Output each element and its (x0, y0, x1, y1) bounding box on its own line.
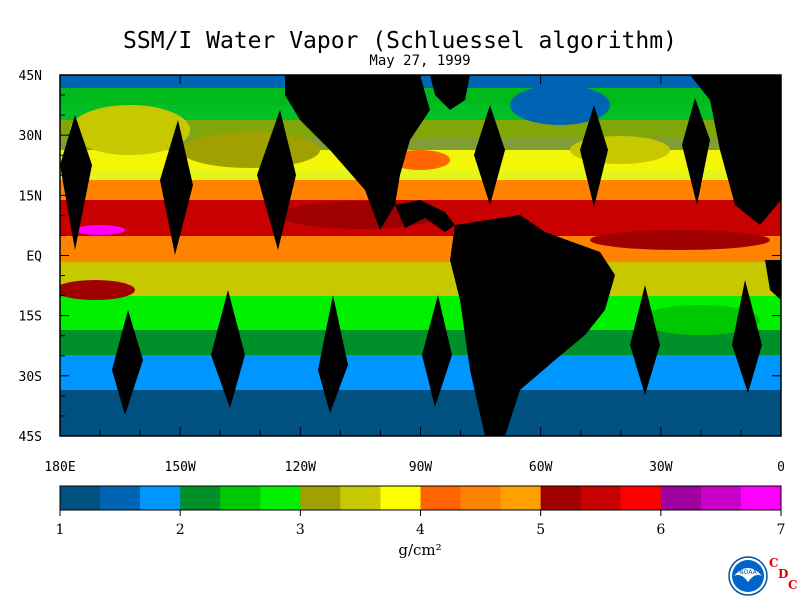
latitude-axis: 45N 30N 15N EQ 15S 30S 45S (19, 69, 781, 445)
colorbar-tick-label: 2 (176, 522, 185, 538)
colorbar-swatch (420, 486, 462, 510)
logo-letter-c1: C (769, 556, 779, 570)
colorbar-swatch (620, 486, 662, 510)
colorbar-tick-label: 6 (656, 522, 665, 538)
colorbar-swatch (180, 486, 221, 510)
logo-text: NOAA (739, 569, 757, 576)
colorbar-tick-label: 4 (416, 522, 425, 538)
colorbar-swatch (700, 486, 742, 510)
colorbar-swatch (60, 486, 101, 510)
colorbar-swatch (140, 486, 181, 510)
north-america (285, 75, 430, 230)
colorbar-swatch (540, 486, 582, 510)
colorbar-swatch (740, 486, 782, 510)
colorbar-swatch (580, 486, 622, 510)
map-field (60, 75, 781, 436)
colorbar-swatch (660, 486, 702, 510)
lat-label: 30S (19, 370, 42, 385)
logo-letter-d: D (778, 567, 789, 581)
colorbar-swatch (460, 486, 502, 510)
colorbar-tick-label: 5 (536, 522, 545, 538)
lon-label: 90W (409, 460, 433, 475)
logo-letter-c2: C (788, 578, 798, 592)
lon-label: 30W (649, 460, 673, 475)
lat-label: EQ (26, 250, 42, 265)
lat-label: 15S (19, 310, 42, 325)
colorbar-tick-label: 7 (777, 522, 786, 538)
lon-label: 60W (529, 460, 553, 475)
colorbar-swatch (100, 486, 141, 510)
lat-label: 15N (19, 189, 42, 204)
noaa-logo: NOAA (728, 556, 768, 596)
lon-label: 120W (285, 460, 316, 475)
lon-label: 180E (44, 460, 75, 475)
longitude-axis: 180E 150W 120W 90W 60W 30W 0 (44, 75, 785, 475)
colorbar-swatch (380, 486, 421, 510)
south-america (450, 215, 615, 436)
africa-europe (690, 75, 781, 225)
colorbar: 1 2 3 4 5 6 7 (56, 485, 786, 538)
lat-label: 45S (19, 430, 42, 445)
units-label: g/cm² (398, 541, 442, 559)
map-date: May 27, 1999 (369, 53, 471, 69)
colorbar-swatch (260, 486, 301, 510)
lat-label: 45N (19, 69, 42, 84)
lon-label: 0 (777, 460, 785, 475)
colorbar-swatch (300, 486, 341, 510)
colorbar-tick-label: 3 (296, 522, 305, 538)
map-title: SSM/I Water Vapor (Schluessel algorithm) (123, 28, 677, 54)
colorbar-tick-label: 1 (56, 522, 65, 538)
colorbar-swatch (220, 486, 261, 510)
lat-label: 30N (19, 129, 42, 144)
colorbar-swatch (340, 486, 381, 510)
lon-label: 150W (165, 460, 196, 475)
colorbar-swatch (500, 486, 542, 510)
